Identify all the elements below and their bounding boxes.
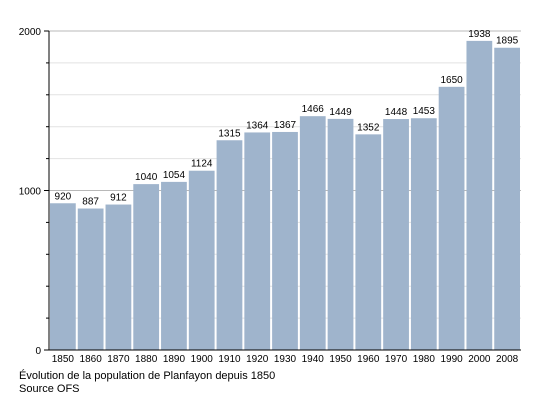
x-tick-label: 1850: [52, 354, 75, 365]
bars: [50, 40, 520, 351]
value-label: 1453: [413, 106, 436, 117]
x-tick-label: 1910: [218, 354, 241, 365]
value-label: 1124: [191, 159, 213, 170]
bar-2008: [494, 47, 520, 351]
value-label: 1650: [440, 75, 463, 86]
chart-caption: Évolution de la population de Planfayon …: [19, 370, 276, 382]
bar-1960: [355, 134, 382, 350]
value-labels: 920 887 912 1040 1054 1124 1315 1364 1367 1466 144…: [55, 29, 519, 208]
bar-1870: [105, 204, 132, 350]
bar-1920: [244, 132, 271, 350]
bar-1850: [50, 203, 76, 350]
x-tick-label: 1870: [107, 354, 130, 365]
x-tick-label: 2000: [468, 354, 491, 365]
x-tick-label: 1970: [385, 354, 408, 365]
axes: [44, 30, 521, 351]
value-label: 1054: [163, 170, 186, 181]
value-label: 1938: [468, 29, 491, 40]
bar-1880: [133, 184, 160, 350]
x-tick-label: 1990: [440, 354, 463, 365]
value-label: 912: [110, 193, 127, 204]
bar-1980: [410, 118, 437, 351]
value-label: 1315: [218, 128, 241, 139]
value-label: 1448: [385, 107, 408, 118]
value-label: 1449: [329, 107, 352, 118]
x-tick-label: 1860: [80, 354, 103, 365]
value-label: 1040: [135, 172, 158, 183]
value-label: 1364: [246, 120, 269, 131]
y-tick-label: 0: [35, 346, 41, 357]
value-label: 1466: [302, 104, 325, 115]
x-tick-label: 1940: [302, 354, 325, 365]
x-tick-label: 1980: [413, 354, 436, 365]
bar-1860: [77, 208, 104, 350]
y-tick-labels: 0 1000 2000: [19, 27, 42, 357]
x-tick-label: 1890: [163, 354, 186, 365]
value-label: 1895: [496, 36, 519, 47]
x-tick-label: 1960: [357, 354, 380, 365]
bar-1950: [327, 118, 354, 351]
value-label: 1367: [274, 120, 297, 131]
x-tick-label: 1950: [329, 354, 352, 365]
bar-1890: [161, 181, 187, 350]
x-tick-label: 1880: [135, 354, 158, 365]
y-tick-label: 2000: [19, 27, 42, 38]
value-label: 887: [82, 197, 99, 208]
x-tick-label: 2008: [496, 354, 519, 365]
bar-1970: [383, 119, 409, 350]
x-tick-label: 1930: [274, 354, 297, 365]
x-tick-label: 1900: [191, 354, 214, 365]
bar-1940: [299, 116, 326, 350]
bar-1900: [188, 170, 215, 350]
bar-2000: [466, 40, 493, 350]
x-tick-labels: 1850 1860 1870 1880 1890 1900 1910 1920 1930 1940…: [52, 354, 519, 365]
bar-1930: [272, 131, 298, 350]
value-label: 920: [55, 191, 72, 202]
bar-1910: [216, 140, 243, 350]
y-tick-label: 1000: [19, 187, 42, 198]
chart-source: Source OFS: [19, 383, 80, 395]
bar-1990: [438, 86, 465, 350]
x-tick-label: 1920: [246, 354, 269, 365]
value-label: 1352: [357, 122, 380, 133]
